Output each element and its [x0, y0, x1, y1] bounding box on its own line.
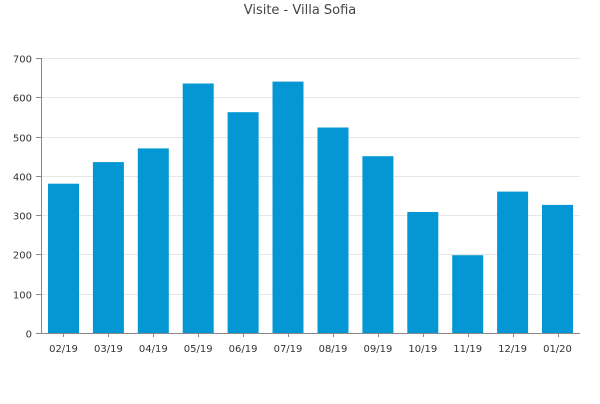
bar [452, 255, 484, 333]
chart-title: Visite - Villa Sofia [243, 3, 357, 18]
y-tick-label: 400 [13, 173, 32, 184]
bar [182, 83, 214, 333]
bar [48, 183, 79, 333]
x-tick-label: 12/19 [498, 344, 527, 355]
bar [497, 191, 529, 333]
y-tick-label: 300 [13, 212, 32, 223]
bar [542, 204, 573, 333]
bar [407, 212, 439, 333]
x-tick-label: 07/19 [274, 344, 303, 355]
x-tick-label: 06/19 [229, 344, 258, 355]
x-tick-label: 04/19 [139, 344, 168, 355]
y-tick-label: 0 [26, 330, 32, 341]
bar [227, 112, 259, 333]
bar [362, 156, 394, 333]
y-tick-label: 500 [13, 134, 32, 145]
grid-lines [41, 58, 580, 295]
x-tick-label: 08/19 [319, 344, 348, 355]
x-tick-label: 03/19 [94, 344, 123, 355]
x-tick-label: 05/19 [184, 344, 213, 355]
bar [137, 148, 169, 333]
y-tick-label: 600 [13, 94, 32, 105]
x-tick-label: 11/19 [453, 344, 482, 355]
y-tick-label: 100 [13, 291, 32, 302]
x-tick-labels: 02/19 03/19 04/19 05/19 06/19 07/19 08/19 09/19… [49, 344, 572, 355]
y-tick-label: 700 [13, 55, 32, 66]
bar [92, 162, 124, 333]
y-tick-label: 200 [13, 251, 32, 262]
x-tick-label: 09/19 [363, 344, 392, 355]
y-tick-labels: 0 100 200 300 400 500 600 700 [13, 55, 32, 341]
bar [272, 81, 304, 333]
bars [48, 81, 573, 333]
x-tick-label: 02/19 [49, 344, 78, 355]
x-tick-label: 10/19 [408, 344, 437, 355]
bar [317, 127, 349, 333]
x-tick-label: 01/20 [543, 344, 572, 355]
axes [36, 58, 580, 337]
